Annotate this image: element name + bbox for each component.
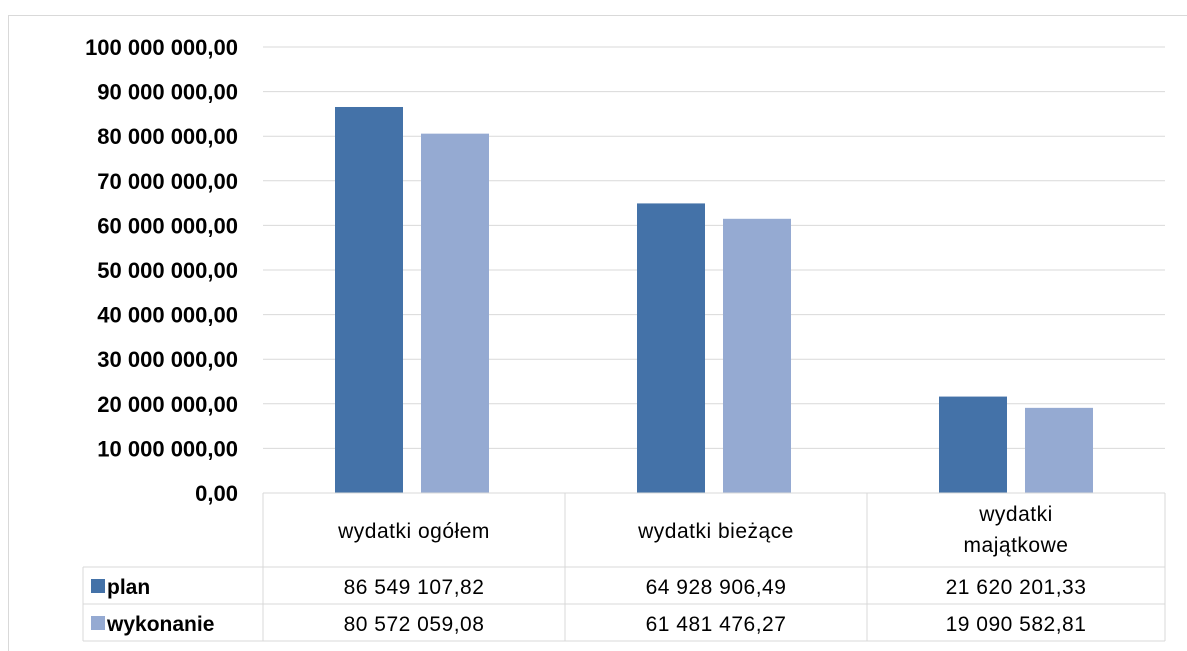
category-label: wydatki majątkowe [964, 503, 1069, 557]
bars [335, 106, 1093, 494]
chart-frame [8, 15, 1187, 651]
legend-swatch-wykonanie [91, 616, 105, 630]
y-tick-label: 50 000 000,00 [97, 258, 238, 283]
y-axis-ticks: 0,00 10 000 000,00 20 000 000,00 30 000 000… [85, 35, 238, 506]
data-table: wydatki ogółem wydatki bieżące wydatki mają… [82, 492, 1166, 642]
legend-label-plan: plan [107, 576, 150, 599]
table-value-wykonanie: 61 481 476,27 [646, 613, 787, 636]
table-value-wykonanie: 80 572 059,08 [344, 613, 485, 636]
y-tick-label: 20 000 000,00 [97, 392, 238, 417]
y-tick-label: 0,00 [195, 481, 238, 506]
table-value-wykonanie: 19 090 582,81 [946, 613, 1087, 636]
y-tick-label: 80 000 000,00 [97, 124, 238, 149]
table-value-plan: 86 549 107,82 [344, 576, 485, 599]
y-tick-label: 30 000 000,00 [97, 347, 238, 372]
table-value-plan: 64 928 906,49 [646, 576, 787, 599]
bar-plan [637, 203, 705, 493]
category-label: wydatki bieżące [637, 520, 794, 543]
y-tick-label: 90 000 000,00 [97, 80, 238, 105]
table-value-plan: 21 620 201,33 [946, 576, 1087, 599]
legend-swatch-plan [91, 579, 105, 593]
y-tick-label: 70 000 000,00 [97, 169, 238, 194]
legend-label-wykonanie: wykonanie [106, 613, 214, 636]
bar-wykonanie [421, 133, 489, 493]
y-tick-label: 10 000 000,00 [97, 436, 238, 461]
y-tick-label: 60 000 000,00 [97, 213, 238, 238]
category-label: wydatki ogółem [337, 520, 490, 543]
y-tick-label: 40 000 000,00 [97, 303, 238, 328]
bar-wykonanie [723, 218, 791, 494]
bar-wykonanie [1025, 407, 1093, 493]
bar-plan [335, 106, 403, 494]
bar-plan [939, 396, 1007, 493]
y-tick-label: 100 000 000,00 [85, 35, 238, 60]
